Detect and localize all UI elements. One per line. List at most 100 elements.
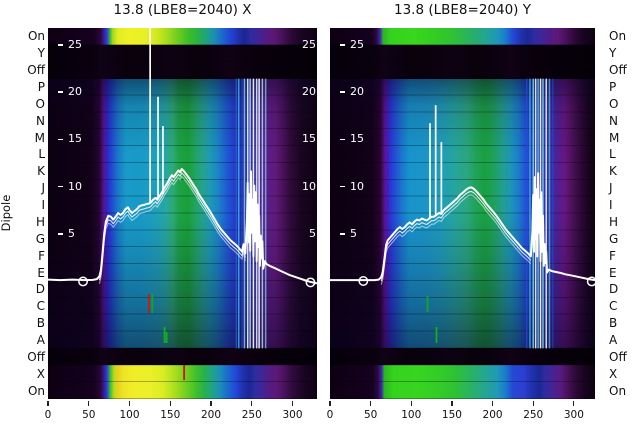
tick-dash [340,44,345,46]
row-label-left-l-7: L [38,147,45,162]
x-tick-mark [47,401,49,406]
y-tick-label-right: 5 [309,226,316,240]
y-tick-label-left: 25 [340,38,364,52]
row-label-right-k-8: K [609,164,617,179]
x-tick-mark [88,401,90,406]
tick-dash [340,185,345,188]
y-tick-label-right: 15 [302,132,316,146]
row-label-left-f-13: F [38,248,45,263]
x-tick-mark [491,401,494,406]
x-tick-mark [210,401,212,406]
x-tick-label: 250 [241,409,262,421]
heatmap-band-on-top [330,28,595,45]
panel-x-title: 13.8 (LBE8=2040) X [113,2,252,18]
row-label-right-on-21: On [609,383,627,398]
x-tick-label: 0 [326,409,334,421]
x-tick-label: 100 [119,409,140,421]
y-tick-value: 15 [350,132,364,146]
row-label-left-b-17: B [36,316,45,331]
row-label-left-i-10: I [41,198,45,213]
profile-line [48,168,317,285]
row-label-left-y-1: Y [37,46,45,61]
row-label-left-c-16: C [36,299,45,314]
profile-line-layer-x [48,28,317,380]
endpoint-marker [358,276,369,286]
row-label-right-x-20: X [609,366,618,381]
y-tick-value: 20 [68,85,82,98]
heatmap-band-on-top [48,28,317,45]
row-label-right-i-10: I [609,198,613,213]
heatmap-band-x-on-bottom [48,365,317,399]
row-label-right-g-12: G [609,231,619,246]
tick-dash [58,44,63,46]
y-tick-value: 10 [350,179,364,193]
profile-line-layer-y [330,78,595,349]
profile-line-echo [98,172,246,281]
endpoint-marker [78,276,89,287]
row-label-left-on-21: On [27,383,45,398]
row-label-left-j-9: J [41,181,45,196]
tick-dash [340,138,345,140]
tick-dash [58,91,63,93]
x-tick-mark [128,401,131,406]
x-tick-label: 150 [160,409,181,421]
row-label-right-m-6: M [609,130,620,145]
x-tick-label: 300 [563,409,584,421]
row-label-right-n-5: N [609,113,618,128]
tick-dash [340,233,345,235]
row-label-left-p-3: P [37,80,45,95]
y-tick-label-left: 5 [58,227,75,241]
heatmap-band-dark-y-off [330,44,595,79]
x-tick-label: 200 [482,409,503,421]
y-tick-label-left: 10 [58,180,82,194]
heatmap-band-off-bottom [330,348,595,366]
y-tick-value: 5 [350,226,357,240]
x-tick-mark [532,401,534,406]
row-label-right-a-18: A [609,332,618,347]
row-label-right-p-3: P [609,80,617,95]
row-label-left-n-5: N [36,113,45,128]
x-tick-label: 250 [523,409,544,421]
row-label-left-d-15: D [35,282,45,297]
panel-y-title: 13.8 (LBE8=2040) Y [394,2,531,18]
tick-dash [58,185,63,188]
row-label-right-b-17: B [609,316,618,331]
row-label-right-e-14: E [609,265,617,280]
row-label-right-f-13: F [609,248,616,263]
row-label-left-on-0: On [27,29,45,44]
y-tick-label-right: 10 [302,179,316,193]
heatmap-band-x-on-bottom [330,365,595,399]
row-label-right-h-11: H [609,214,619,229]
y-tick-label-left: 20 [58,85,82,99]
profile-line [330,172,595,282]
x-tick-mark [291,401,294,406]
tick-dash [58,233,63,235]
row-label-left-e-14: E [37,265,45,280]
row-label-right-o-4: O [609,96,619,111]
heatmap-band-off-bottom [48,348,317,366]
x-tick-label: 100 [401,409,422,421]
x-tick-mark [251,401,253,406]
y-tick-value: 25 [68,37,82,51]
x-tick-label: 50 [363,409,378,421]
y-tick-value: 10 [68,179,82,193]
y-tick-label-left: 15 [58,132,82,146]
row-label-left-g-12: G [35,231,45,246]
row-label-left-m-6: M [34,130,45,145]
x-tick-label: 300 [282,409,303,421]
profile-line-echo [380,194,532,285]
heatmap-panel-y: 25 20 15 10 5 [330,28,595,399]
row-label-right-d-15: D [609,282,619,297]
row-label-right-j-9: J [609,181,613,196]
row-label-left-x-20: X [36,366,45,381]
x-tick-mark [410,401,412,406]
heatmap-panel-x: 25 25 20 20 15 15 10 10 5 5 [48,28,317,399]
y-tick-value: 25 [350,37,364,51]
x-tick-label: 0 [44,409,52,421]
y-tick-label-left: 15 [340,132,364,146]
row-label-left-h-11: H [35,214,45,229]
x-tick-mark [573,401,575,406]
y-tick-label-left: 5 [340,227,357,241]
y-tick-value: 20 [350,85,364,98]
